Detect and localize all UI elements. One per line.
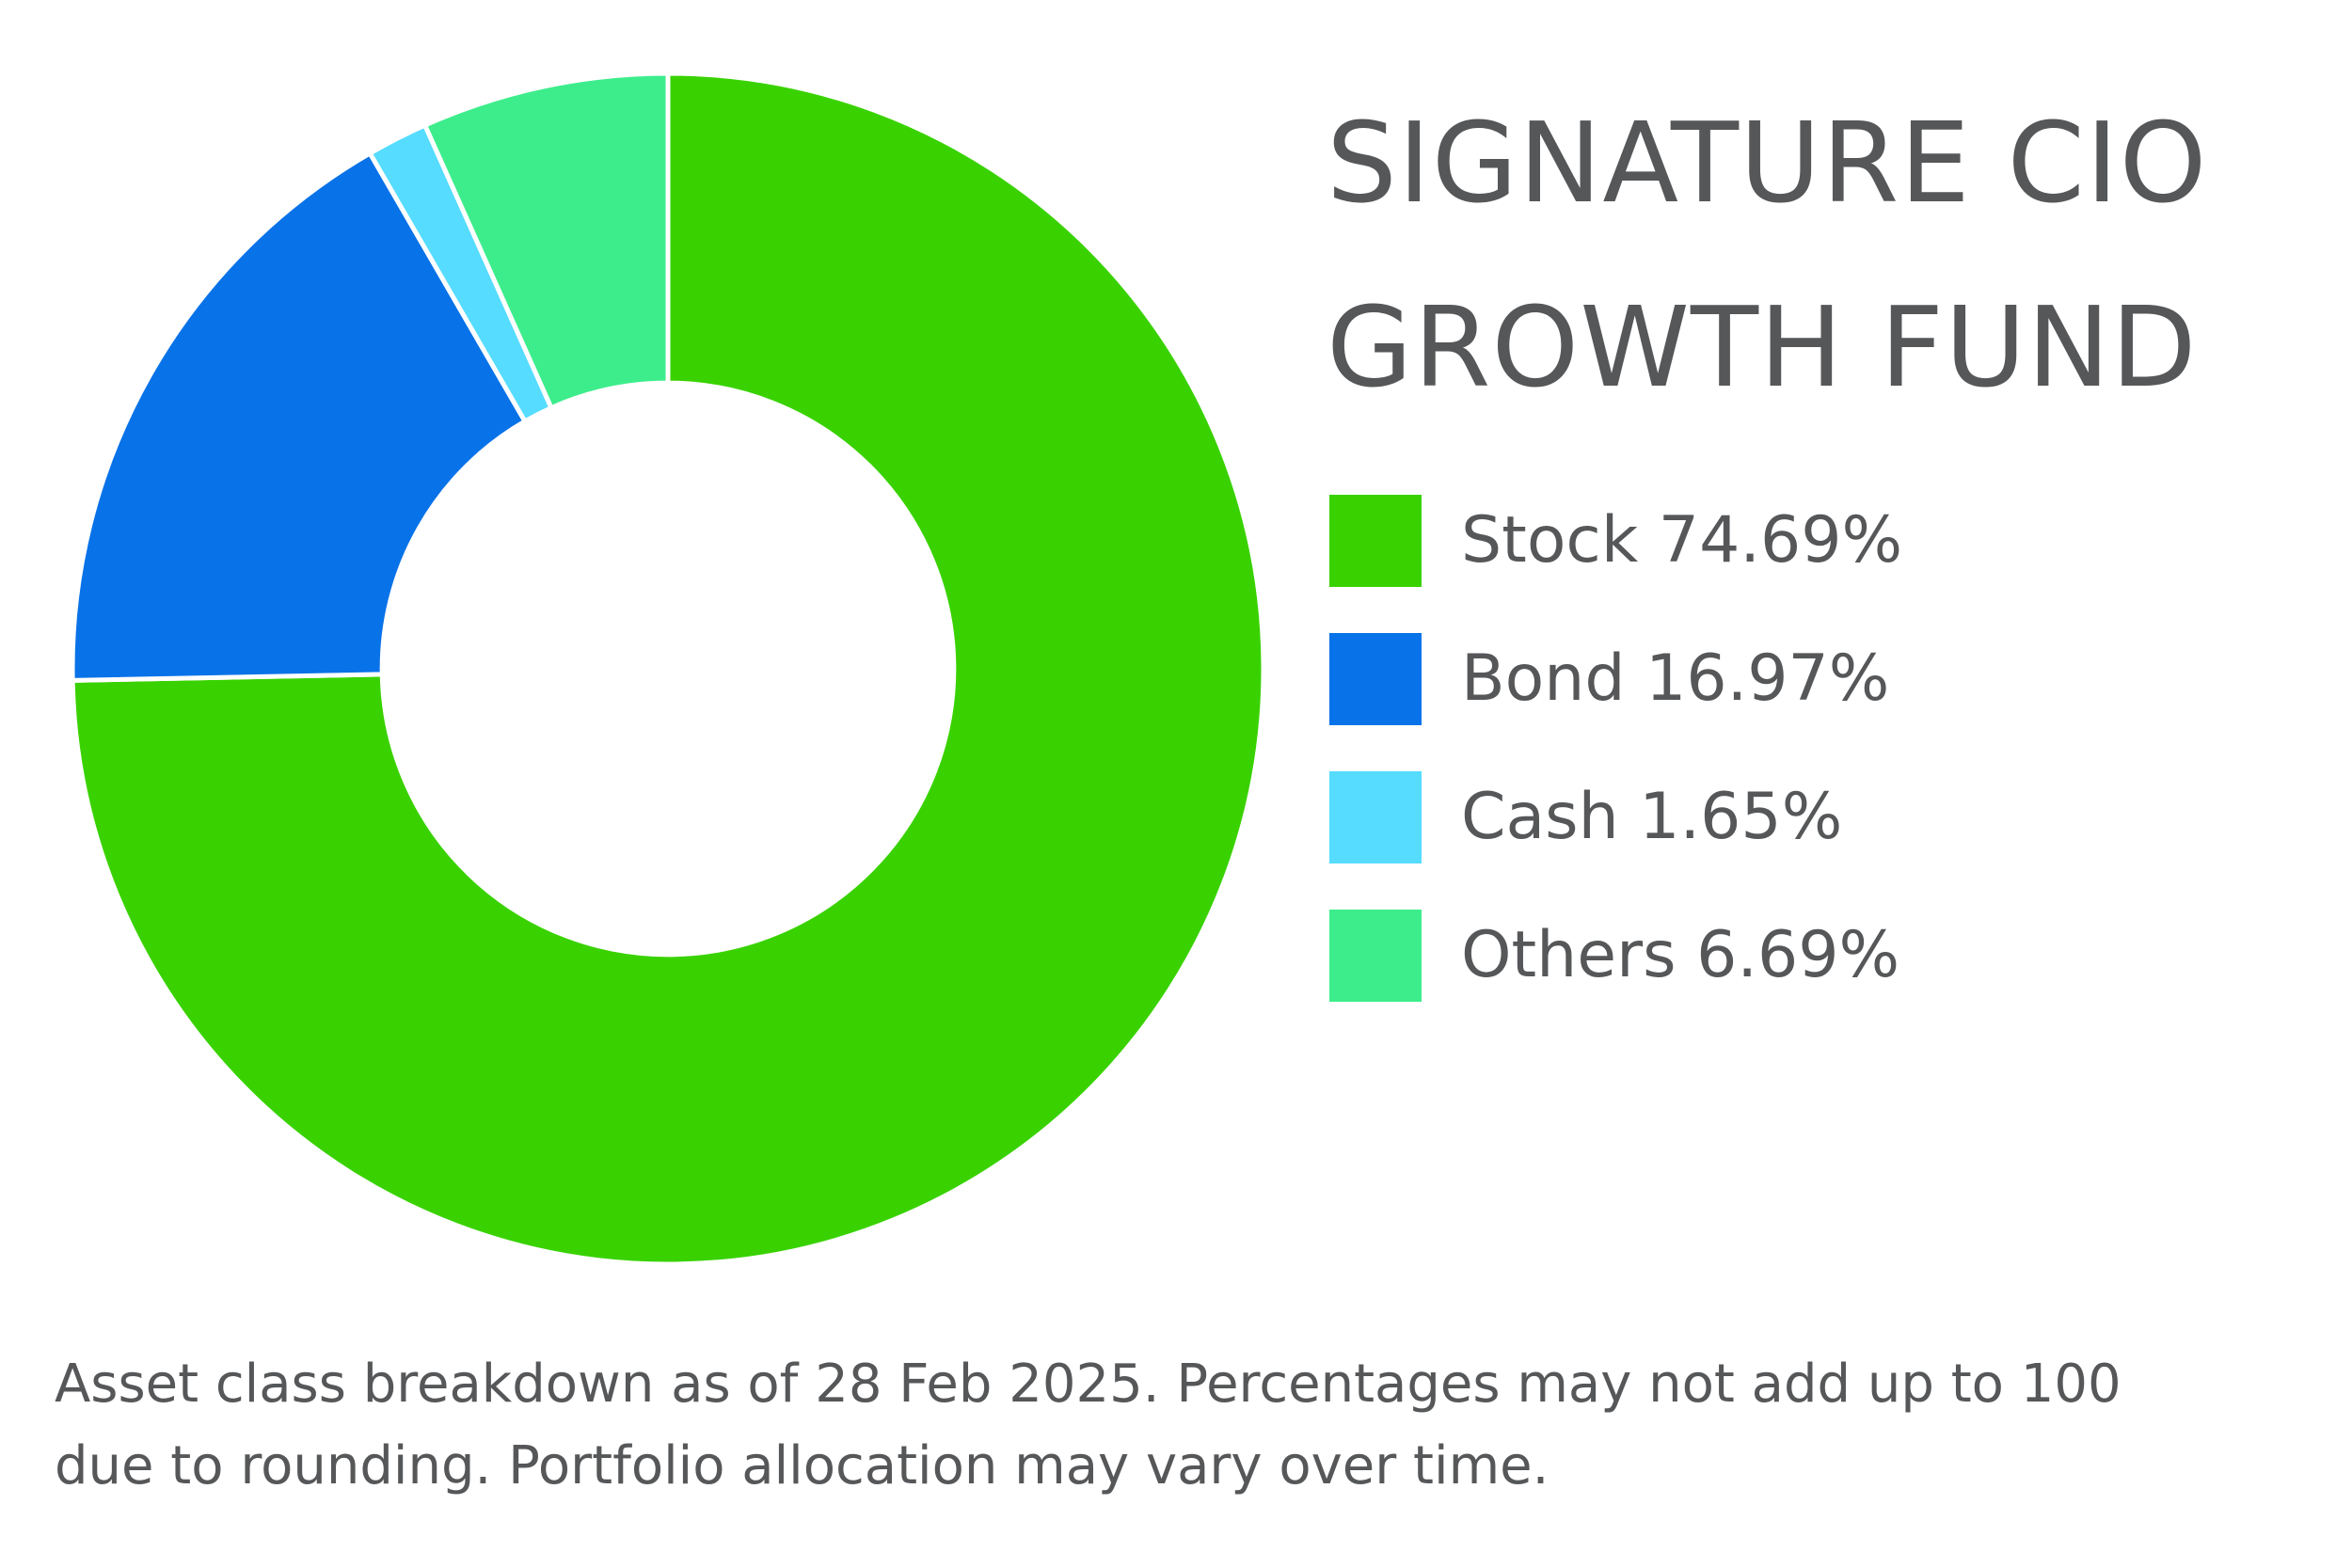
footnote: Asset class breakdown as of 28 Feb 2025.…	[55, 1343, 2331, 1507]
donut-slice-stock	[70, 71, 1266, 1267]
legend-label-cash: Cash 1.65%	[1461, 780, 1843, 854]
donut-slice-bond	[70, 150, 528, 683]
footnote-line-1: Asset class breakdown as of 28 Feb 2025.…	[55, 1354, 2122, 1415]
legend-label-others: Others 6.69%	[1461, 918, 1900, 992]
legend-swatch-others	[1329, 910, 1422, 1002]
chart-title-line-2: GROWTH FUND	[1327, 282, 2198, 412]
chart-title: SIGNATURE CIO GROWTH FUND	[1327, 71, 2314, 439]
chart-title-line-1: SIGNATURE CIO	[1327, 98, 2208, 228]
legend-swatch-stock	[1329, 495, 1422, 587]
footnote-line-2: due to rounding. Portfolio allocation ma…	[55, 1435, 1549, 1497]
legend-label-bond: Bond 16.97%	[1461, 641, 1890, 716]
donut-slice-others	[422, 71, 671, 411]
legend-label-stock: Stock 74.69%	[1461, 503, 1903, 578]
legend-swatch-bond	[1329, 633, 1422, 725]
donut-chart	[70, 71, 1266, 1267]
legend-swatch-cash	[1329, 771, 1422, 863]
